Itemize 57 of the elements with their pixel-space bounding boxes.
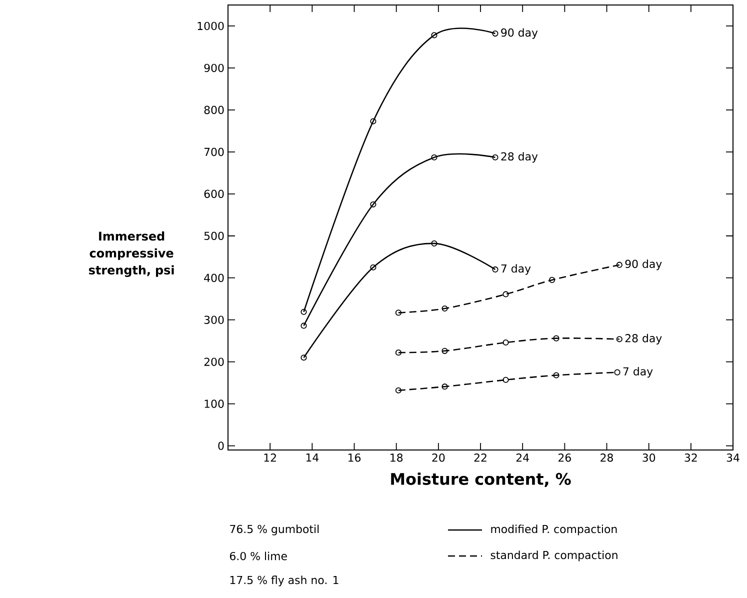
point — [442, 305, 448, 312]
x-tick-label: 28 — [600, 454, 613, 462]
x-tick-label: 24 — [516, 454, 529, 462]
x-tick-label: 18 — [390, 454, 403, 462]
x-tick-label: 30 — [642, 454, 656, 462]
point — [370, 264, 376, 270]
point — [502, 376, 509, 383]
point — [395, 310, 402, 316]
series-label: 28 day — [625, 334, 662, 344]
y-tick-label: 0 — [218, 442, 224, 450]
point — [431, 240, 438, 246]
point — [549, 276, 556, 284]
y-tick-label: 500 — [204, 232, 224, 240]
x-tick-label: 20 — [432, 454, 445, 462]
point — [442, 348, 448, 354]
x-tick-label: 14 — [306, 454, 319, 462]
point — [370, 118, 376, 124]
point — [553, 372, 560, 378]
y-tick-label: 900 — [204, 64, 224, 72]
point — [395, 387, 402, 394]
x-axis-title: Moisture content, % — [391, 472, 571, 488]
point — [502, 339, 509, 346]
point — [616, 262, 622, 268]
x-tick-label: 12 — [264, 454, 276, 462]
y-tick-label: 200 — [204, 358, 224, 366]
text: 76.5 % gumbotil — [230, 524, 319, 536]
point — [431, 154, 438, 160]
x-tick-label: 32 — [684, 454, 697, 462]
y-tick-label: 600 — [204, 190, 224, 198]
point — [616, 336, 622, 342]
text: 17.5 % fly ash no. 1 — [230, 576, 338, 586]
y-tick-label: 100 — [204, 400, 224, 408]
y-tick-label: 800 — [204, 106, 224, 114]
y-tick-label: 300 — [204, 316, 224, 324]
y-tick-label: 1000 — [198, 22, 224, 30]
point — [614, 369, 620, 376]
x-tick-label: 16 — [348, 454, 361, 462]
y-tick-label: 700 — [204, 148, 224, 156]
y-axis-title: Immersed compressive strength, psi — [88, 231, 174, 277]
series-label: 90 day — [625, 260, 662, 270]
point — [442, 384, 448, 390]
text: 6.0 % lime — [230, 552, 287, 560]
point — [370, 201, 376, 208]
series-label: 7 day — [501, 264, 531, 275]
series-label: 28 day — [501, 152, 538, 163]
series-label: 90 day — [501, 28, 538, 39]
x-tick-label: 26 — [558, 454, 571, 462]
point — [395, 350, 402, 356]
point — [553, 335, 560, 342]
text: modified P. compaction — [491, 524, 617, 536]
x-tick-label: 34 — [726, 454, 740, 462]
text: standard P. compaction — [490, 550, 618, 562]
point — [502, 291, 509, 298]
y-tick-label: 400 — [204, 274, 224, 282]
x-tick-label: 22 — [474, 454, 486, 462]
series-label: 7 day — [623, 367, 653, 378]
point — [431, 32, 438, 38]
